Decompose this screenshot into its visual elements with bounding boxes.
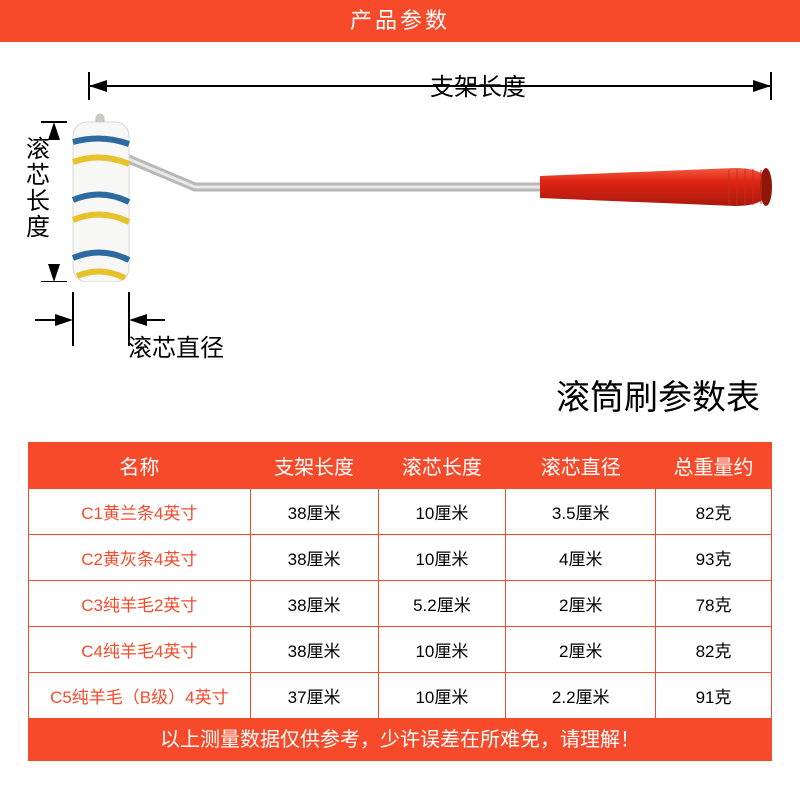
table-cell: 91克 xyxy=(656,673,772,719)
label-roller-length: 滚芯长度 xyxy=(24,137,52,241)
table-cell: 5.2厘米 xyxy=(378,581,506,627)
col-header: 滚芯长度 xyxy=(378,443,506,489)
table-row: C1黄兰条4英寸38厘米10厘米3.5厘米82克 xyxy=(29,489,772,535)
table-cell: 2厘米 xyxy=(506,627,656,673)
table-cell: 93克 xyxy=(656,535,772,581)
table-cell: C3纯羊毛2英寸 xyxy=(29,581,251,627)
col-header: 支架长度 xyxy=(250,443,378,489)
table-cell: 10厘米 xyxy=(378,673,506,719)
table-cell: 38厘米 xyxy=(250,581,378,627)
table-cell: 3.5厘米 xyxy=(506,489,656,535)
table-cell: 37厘米 xyxy=(250,673,378,719)
spec-table: 名称 支架长度 滚芯长度 滚芯直径 总重量约 C1黄兰条4英寸38厘米10厘米3… xyxy=(28,442,772,719)
table-cell: 38厘米 xyxy=(250,535,378,581)
table-cell: C1黄兰条4英寸 xyxy=(29,489,251,535)
table-cell: 78克 xyxy=(656,581,772,627)
col-header: 滚芯直径 xyxy=(506,443,656,489)
table-title: 滚筒刷参数表 xyxy=(556,370,760,419)
table-cell: C5纯羊毛（B级）4英寸 xyxy=(29,673,251,719)
label-roller-diameter: 滚芯直径 xyxy=(128,328,224,363)
table-cell: 10厘米 xyxy=(378,489,506,535)
table-row: C2黄灰条4英寸38厘米10厘米4厘米93克 xyxy=(29,535,772,581)
table-cell: C2黄灰条4英寸 xyxy=(29,535,251,581)
col-header: 名称 xyxy=(29,443,251,489)
footnote: 以上测量数据仅供参考，少许误差在所难免，请理解！ xyxy=(28,719,772,761)
table-header-row: 名称 支架长度 滚芯长度 滚芯直径 总重量约 xyxy=(29,443,772,489)
table-row: C4纯羊毛4英寸38厘米10厘米2厘米82克 xyxy=(29,627,772,673)
table-cell: 2.2厘米 xyxy=(506,673,656,719)
table-cell: 38厘米 xyxy=(250,489,378,535)
product-diagram: 支架长度 滚芯长度 滚芯直径 xyxy=(0,42,800,352)
table-cell: C4纯羊毛4英寸 xyxy=(29,627,251,673)
table-cell: 38厘米 xyxy=(250,627,378,673)
table-cell: 10厘米 xyxy=(378,627,506,673)
col-header: 总重量约 xyxy=(656,443,772,489)
table-cell: 4厘米 xyxy=(506,535,656,581)
paint-roller-illustration xyxy=(35,62,775,282)
table-cell: 10厘米 xyxy=(378,535,506,581)
table-cell: 2厘米 xyxy=(506,581,656,627)
table-cell: 82克 xyxy=(656,489,772,535)
table-row: C5纯羊毛（B级）4英寸37厘米10厘米2.2厘米91克 xyxy=(29,673,772,719)
header-band: 产品参数 xyxy=(0,0,800,42)
table-cell: 82克 xyxy=(656,627,772,673)
label-bracket-length: 支架长度 xyxy=(430,67,526,102)
table-row: C3纯羊毛2英寸38厘米5.2厘米2厘米78克 xyxy=(29,581,772,627)
